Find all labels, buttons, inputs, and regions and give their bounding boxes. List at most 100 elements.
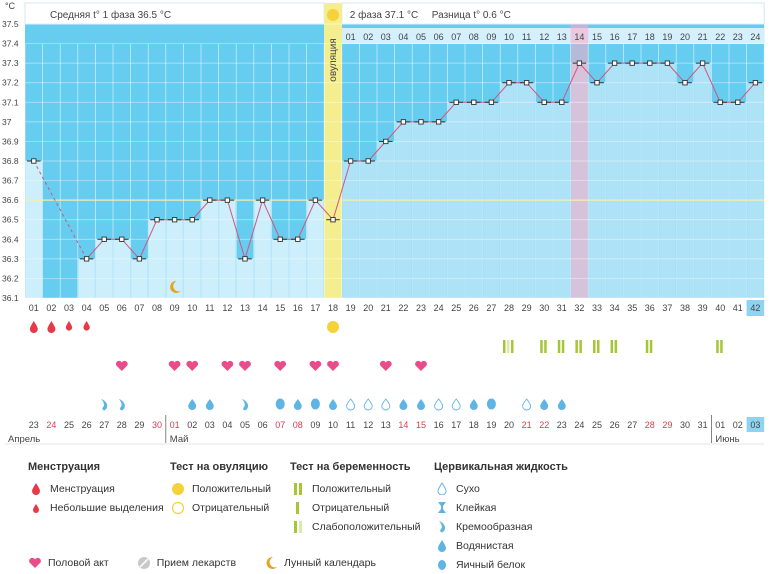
cycle-day-label: 16 <box>293 303 303 313</box>
temp-bar <box>395 121 412 298</box>
temp-point <box>541 99 547 105</box>
heart-icon <box>379 360 392 371</box>
legend-label: Клейкая <box>456 501 497 514</box>
water-fluid-icon <box>329 399 337 410</box>
temp-bar <box>95 239 113 298</box>
legend-label: Водянистая <box>456 539 514 552</box>
pregnancy-test-bar <box>561 340 565 353</box>
ovulation-column <box>324 3 342 298</box>
temp-bar <box>113 239 131 298</box>
phase2-day-label: 13 <box>557 32 567 42</box>
cycle-day-label: 15 <box>275 303 285 313</box>
date-label: 23 <box>557 420 567 430</box>
legend-bottom-row: Половой акт Прием лекарств Лунный календ… <box>28 556 404 570</box>
date-label: 26 <box>610 420 620 430</box>
legend-title-cervical: Цервикальная жидкость <box>434 461 568 473</box>
temp-point <box>119 236 125 242</box>
water-fluid-icon <box>469 399 478 410</box>
temp-bar <box>588 82 606 298</box>
temp-point <box>136 256 143 262</box>
cycle-day-label: 31 <box>557 303 567 313</box>
egg-white-icon <box>275 398 285 410</box>
legend-title-pregnancy: Тест на беременность <box>290 461 411 473</box>
egg-white-icon <box>486 398 496 410</box>
cycle-day-label: 38 <box>680 303 690 313</box>
temp-bar <box>359 161 377 298</box>
cycle-day-label: 04 <box>82 303 92 313</box>
pill-icon <box>137 556 151 570</box>
temp-point <box>418 119 424 125</box>
single-bar-icon <box>290 501 306 515</box>
cycle-day-label: 32 <box>574 303 584 313</box>
dry-drop-icon <box>434 482 450 496</box>
phase2-day-label: 15 <box>592 32 602 42</box>
temp-bar <box>289 239 307 298</box>
cycle-day-label: 18 <box>328 303 338 313</box>
temp-point <box>31 158 37 164</box>
month-label: Апрель <box>8 434 40 445</box>
temp-line-segment <box>226 199 246 260</box>
pregnancy-test-bar <box>645 340 649 353</box>
phase2-day-label: 08 <box>469 32 479 42</box>
temp-bar <box>25 161 43 298</box>
cycle-day-label: 13 <box>240 303 250 313</box>
cycle-day-label: 42 <box>750 303 760 313</box>
dry-fluid-icon <box>381 398 391 411</box>
blood-drop-icon <box>28 482 44 496</box>
legend-label: Лунный календарь <box>284 557 376 569</box>
moon-icon <box>170 280 181 293</box>
date-label: 02 <box>187 420 197 430</box>
phase2-day-label: 20 <box>680 32 690 42</box>
date-label: 08 <box>293 420 303 430</box>
date-label: 24 <box>574 420 584 430</box>
dry-fluid-icon <box>451 398 461 411</box>
date-label: 01 <box>715 420 725 430</box>
water-fluid-icon <box>293 399 302 410</box>
y-tick-label: 36.4 <box>2 234 19 244</box>
y-tick-label: 36.5 <box>2 215 19 225</box>
cycle-day-label: 39 <box>698 303 708 313</box>
cycle-day-label: 01 <box>29 303 39 313</box>
pregnancy-test-bar <box>540 340 543 353</box>
temp-line-segment <box>191 199 211 221</box>
pregnancy-test-bar <box>593 340 596 353</box>
cycle-day-label: 22 <box>398 303 408 313</box>
cycle-day-label: 27 <box>486 303 496 313</box>
pregnancy-test-bar <box>544 340 547 353</box>
water-fluid-icon <box>557 399 566 410</box>
date-label: 06 <box>258 420 268 430</box>
cycle-day-label: 40 <box>715 303 725 313</box>
cycle-day-label: 14 <box>258 303 268 313</box>
cycle-day-label: 07 <box>134 303 144 313</box>
temp-point <box>295 236 301 242</box>
heart-icon <box>239 360 251 371</box>
legend-label: Слабоположительный <box>312 520 421 533</box>
phase2-day-label: 23 <box>733 32 743 42</box>
temp-bar <box>307 200 324 298</box>
phase2-day-label: 17 <box>627 32 637 42</box>
temp-bar <box>254 200 271 298</box>
water-drop-icon <box>434 539 450 553</box>
date-label: 25 <box>64 420 74 430</box>
temp-bar <box>430 121 447 298</box>
temp-point <box>559 99 565 105</box>
temp-point <box>647 60 653 66</box>
temp-point <box>277 236 283 242</box>
cycle-day-label: 35 <box>627 303 637 313</box>
temp-point <box>629 60 635 66</box>
date-label: 29 <box>662 420 672 430</box>
cycle-day-label: 05 <box>99 303 109 313</box>
date-label: 14 <box>398 420 408 430</box>
date-label: 11 <box>346 420 355 430</box>
y-tick-label: 37.1 <box>2 97 19 107</box>
legend-label: Небольшие выделения <box>50 501 164 514</box>
creamy-fluid-icon <box>118 399 125 411</box>
faint-bar-icon <box>290 520 306 534</box>
pregnancy-test-bar <box>503 340 506 353</box>
creamy-fluid-icon <box>242 399 249 411</box>
water-fluid-icon <box>399 399 408 410</box>
dry-fluid-icon <box>346 398 356 411</box>
pregnancy-test-bar <box>720 340 723 353</box>
cycle-day-label: 41 <box>733 303 743 313</box>
temp-line-segment <box>244 199 264 260</box>
